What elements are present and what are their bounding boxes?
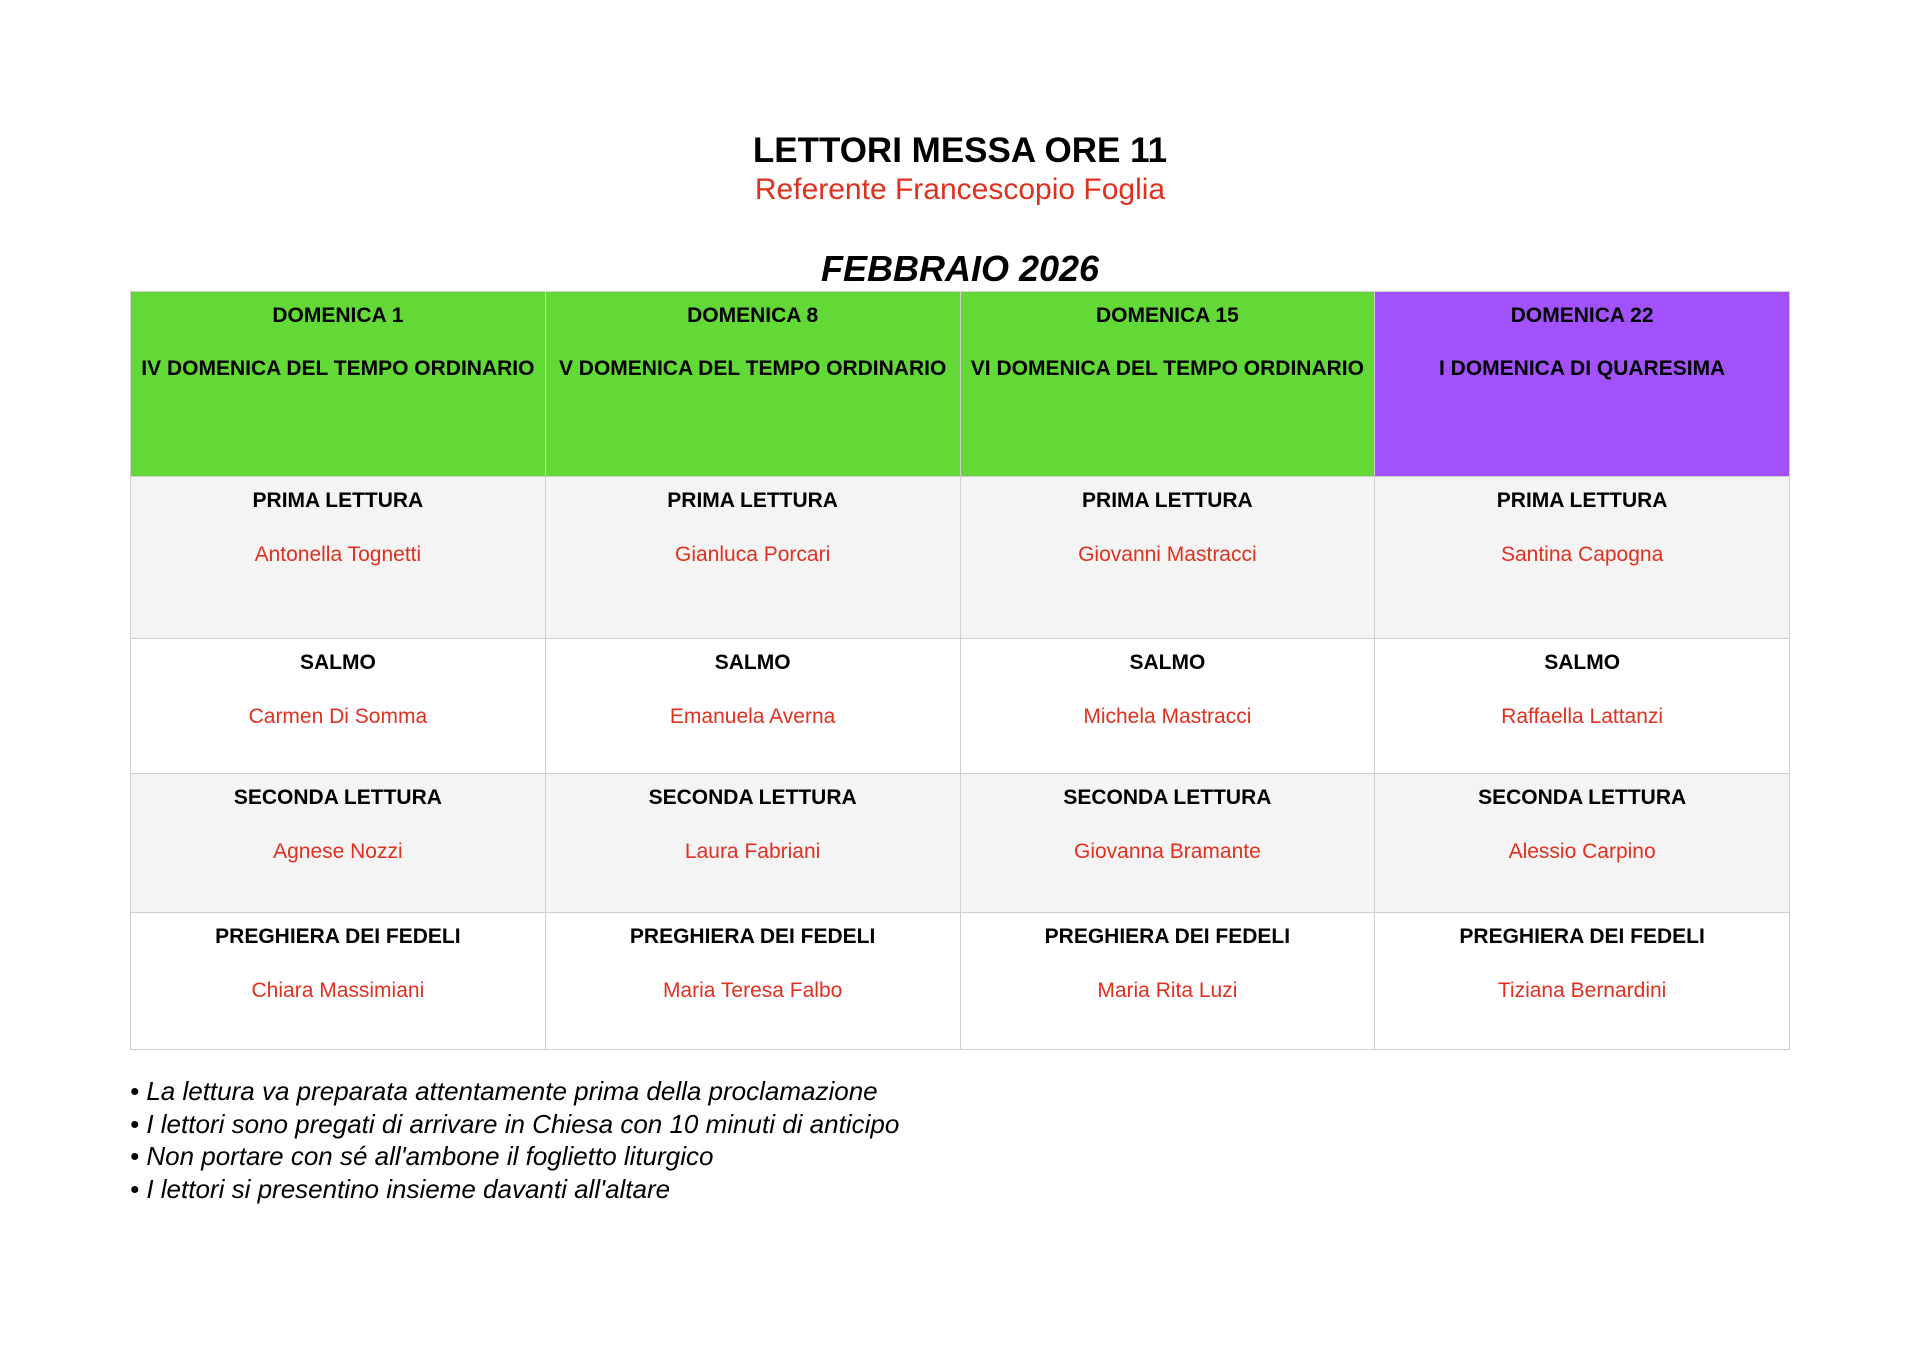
reader-name: Maria Rita Luzi [1097, 979, 1238, 1002]
reader-name: Chiara Massimiani [251, 979, 425, 1002]
reader-name: Tiziana Bernardini [1497, 979, 1667, 1002]
reader-name: Agnese Nozzi [273, 840, 403, 863]
role-row: SALMO Carmen Di Somma SALMO Emanuela Averna… [130, 638, 1790, 774]
role-label: SECONDA LETTURA [1478, 786, 1687, 809]
reader-name: Michela Mastracci [1083, 705, 1252, 728]
liturgical-occasion: V DOMENICA DEL TEMPO ORDINARIO [558, 357, 947, 380]
assignment-cell: SALMO Emanuela Averna [544, 638, 961, 774]
reader-name: Giovanni Mastracci [1078, 543, 1257, 566]
sunday-date: DOMENICA 15 [1096, 304, 1239, 327]
month-heading: FEBBRAIO 2026 [820, 248, 1100, 289]
role-label: PREGHIERA DEI FEDELI [1459, 925, 1705, 948]
assignment-cell: PRIMA LETTURA Giovanni Mastracci [959, 476, 1376, 639]
role-row: PRIMA LETTURA Antonella Tognetti PRIMA LET… [130, 476, 1790, 639]
assignment-cell: SALMO Carmen Di Somma [130, 638, 546, 774]
note-item: • Non portare con sé all'ambone il fogli… [130, 1141, 714, 1171]
liturgical-occasion: I DOMENICA DI QUARESIMA [1439, 357, 1726, 380]
sunday-header: DOMENICA 1 IV DOMENICA DEL TEMPO ORDINARI… [130, 291, 546, 477]
role-row: SECONDA LETTURA Agnese Nozzi SECONDA LETTU… [130, 773, 1790, 913]
reader-name: Giovanna Bramante [1073, 840, 1261, 863]
role-label: PRIMA LETTURA [252, 489, 424, 512]
role-label: SECONDA LETTURA [233, 786, 442, 809]
reader-name: Gianluca Porcari [675, 543, 831, 566]
reader-name: Laura Fabriani [684, 840, 821, 863]
assignment-cell: SALMO Michela Mastracci [959, 638, 1376, 774]
liturgical-occasion: IV DOMENICA DEL TEMPO ORDINARIO [141, 357, 535, 380]
assignment-cell: PRIMA LETTURA Antonella Tognetti [130, 476, 546, 639]
page-title: LETTORI MESSA ORE 11 [752, 131, 1168, 170]
note-item: • I lettori si presentino insieme davant… [130, 1173, 671, 1204]
role-label: PRIMA LETTURA [1496, 489, 1668, 512]
role-label: SALMO [299, 651, 376, 674]
role-label: SECONDA LETTURA [648, 786, 857, 809]
role-label: PRIMA LETTURA [1082, 489, 1253, 512]
role-label: PREGHIERA DEI FEDELI [1044, 925, 1291, 948]
sunday-header: DOMENICA 8 V DOMENICA DEL TEMPO ORDINARIO [544, 291, 961, 477]
reader-name: Emanuela Averna [669, 705, 836, 728]
role-row: PREGHIERA DEI FEDELI Chiara Massimiani PRE… [130, 912, 1790, 1050]
note-item: • I lettori sono pregati di arrivare in … [130, 1108, 900, 1139]
role-label: PRIMA LETTURA [667, 489, 838, 512]
notes-list: • La lettura va preparata attentamente p… [130, 1075, 899, 1205]
sunday-date: DOMENICA 8 [687, 304, 819, 327]
assignment-cell: PREGHIERA DEI FEDELI Chiara Massimiani [130, 912, 546, 1050]
note-item: • La lettura va preparata attentamente p… [130, 1076, 878, 1106]
role-label: SECONDA LETTURA [1063, 786, 1272, 809]
assignment-cell: SECONDA LETTURA Laura Fabriani [544, 773, 961, 913]
reader-name: Carmen Di Somma [248, 705, 428, 728]
sunday-header: DOMENICA 15 VI DOMENICA DEL TEMPO ORDINAR… [959, 291, 1376, 477]
referent-subtitle: Referente Francescopio Foglia [754, 173, 1166, 206]
assignment-cell: PRIMA LETTURA Gianluca Porcari [544, 476, 961, 639]
schedule-table: DOMENICA 1 IV DOMENICA DEL TEMPO ORDINARI… [130, 291, 1790, 1050]
role-label: PREGHIERA DEI FEDELI [629, 925, 876, 948]
reader-name: Maria Teresa Falbo [662, 979, 843, 1002]
assignment-cell: SECONDA LETTURA Giovanna Bramante [959, 773, 1376, 913]
assignment-cell: PREGHIERA DEI FEDELI Maria Teresa Falbo [544, 912, 961, 1050]
assignment-cell: PRIMA LETTURA Santina Capogna [1374, 476, 1790, 639]
reader-name: Alessio Carpino [1508, 840, 1656, 863]
sunday-date: DOMENICA 22 [1510, 304, 1654, 327]
assignment-cell: SECONDA LETTURA Agnese Nozzi [130, 773, 546, 913]
assignment-cell: PREGHIERA DEI FEDELI Maria Rita Luzi [959, 912, 1376, 1050]
role-label: SALMO [714, 651, 791, 674]
reader-name: Raffaella Lattanzi [1501, 705, 1664, 728]
role-label: PREGHIERA DEI FEDELI [215, 925, 461, 948]
reader-name: Santina Capogna [1500, 543, 1664, 566]
role-label: SALMO [1544, 651, 1621, 674]
reader-name: Antonella Tognetti [254, 543, 422, 566]
assignment-cell: SALMO Raffaella Lattanzi [1374, 638, 1790, 774]
sunday-date: DOMENICA 1 [272, 304, 404, 327]
role-label: SALMO [1129, 651, 1206, 674]
assignment-cell: PREGHIERA DEI FEDELI Tiziana Bernardini [1374, 912, 1790, 1050]
assignment-cell: SECONDA LETTURA Alessio Carpino [1374, 773, 1790, 913]
header-row: DOMENICA 1 IV DOMENICA DEL TEMPO ORDINARI… [130, 291, 1790, 477]
liturgical-occasion: VI DOMENICA DEL TEMPO ORDINARIO [970, 357, 1364, 380]
sunday-header: DOMENICA 22 I DOMENICA DI QUARESIMA [1374, 291, 1790, 477]
